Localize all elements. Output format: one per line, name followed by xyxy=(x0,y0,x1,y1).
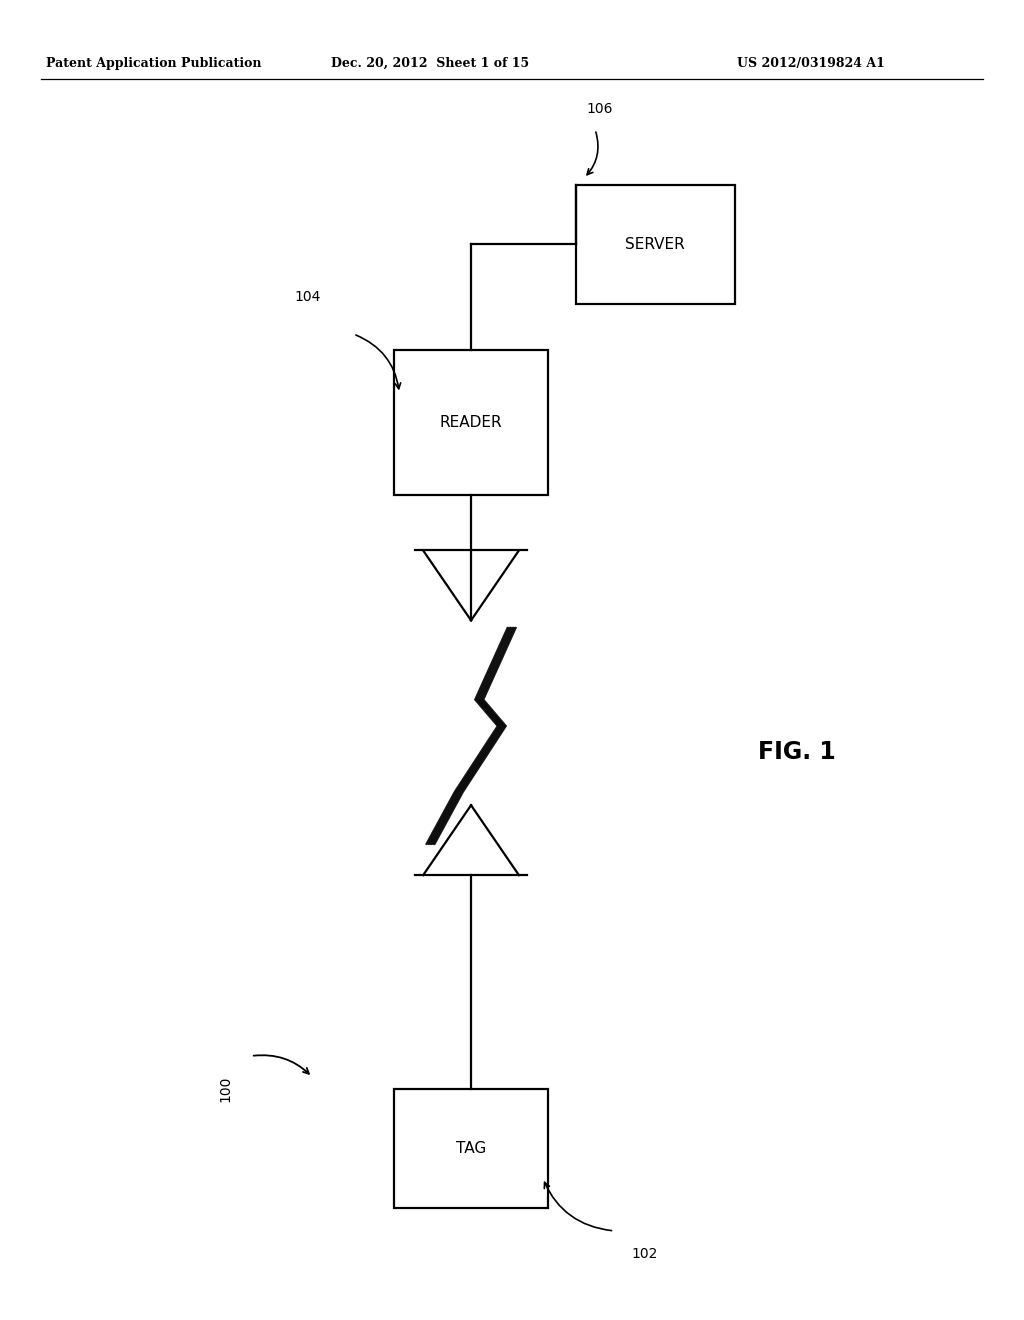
Text: Patent Application Publication: Patent Application Publication xyxy=(46,57,261,70)
Text: 102: 102 xyxy=(632,1247,658,1262)
Bar xyxy=(394,350,548,495)
Bar xyxy=(394,1089,548,1208)
Text: 100: 100 xyxy=(218,1076,232,1102)
Text: FIG. 1: FIG. 1 xyxy=(758,741,836,764)
Text: READER: READER xyxy=(439,414,503,430)
Text: 106: 106 xyxy=(587,102,613,116)
Text: SERVER: SERVER xyxy=(626,236,685,252)
Text: 104: 104 xyxy=(294,289,321,304)
Text: TAG: TAG xyxy=(456,1140,486,1156)
Text: US 2012/0319824 A1: US 2012/0319824 A1 xyxy=(737,57,885,70)
Bar xyxy=(575,185,735,304)
Text: Dec. 20, 2012  Sheet 1 of 15: Dec. 20, 2012 Sheet 1 of 15 xyxy=(331,57,529,70)
